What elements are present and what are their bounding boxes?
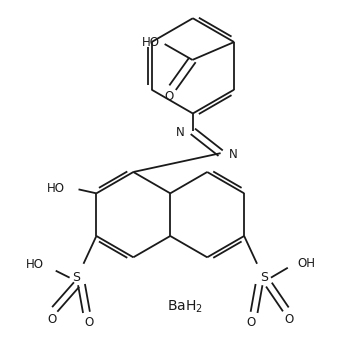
Text: HO: HO: [26, 258, 44, 271]
Text: S: S: [260, 271, 268, 284]
Text: HO: HO: [142, 36, 160, 48]
Text: N: N: [229, 148, 237, 161]
Text: S: S: [72, 271, 80, 284]
Text: O: O: [47, 313, 56, 326]
Text: O: O: [246, 316, 256, 329]
Text: N: N: [176, 126, 185, 139]
Text: HO: HO: [47, 182, 65, 195]
Text: O: O: [284, 313, 293, 326]
Text: OH: OH: [298, 257, 316, 270]
Text: O: O: [164, 90, 173, 103]
Text: O: O: [85, 316, 94, 329]
Text: BaH$_2$: BaH$_2$: [167, 299, 203, 315]
